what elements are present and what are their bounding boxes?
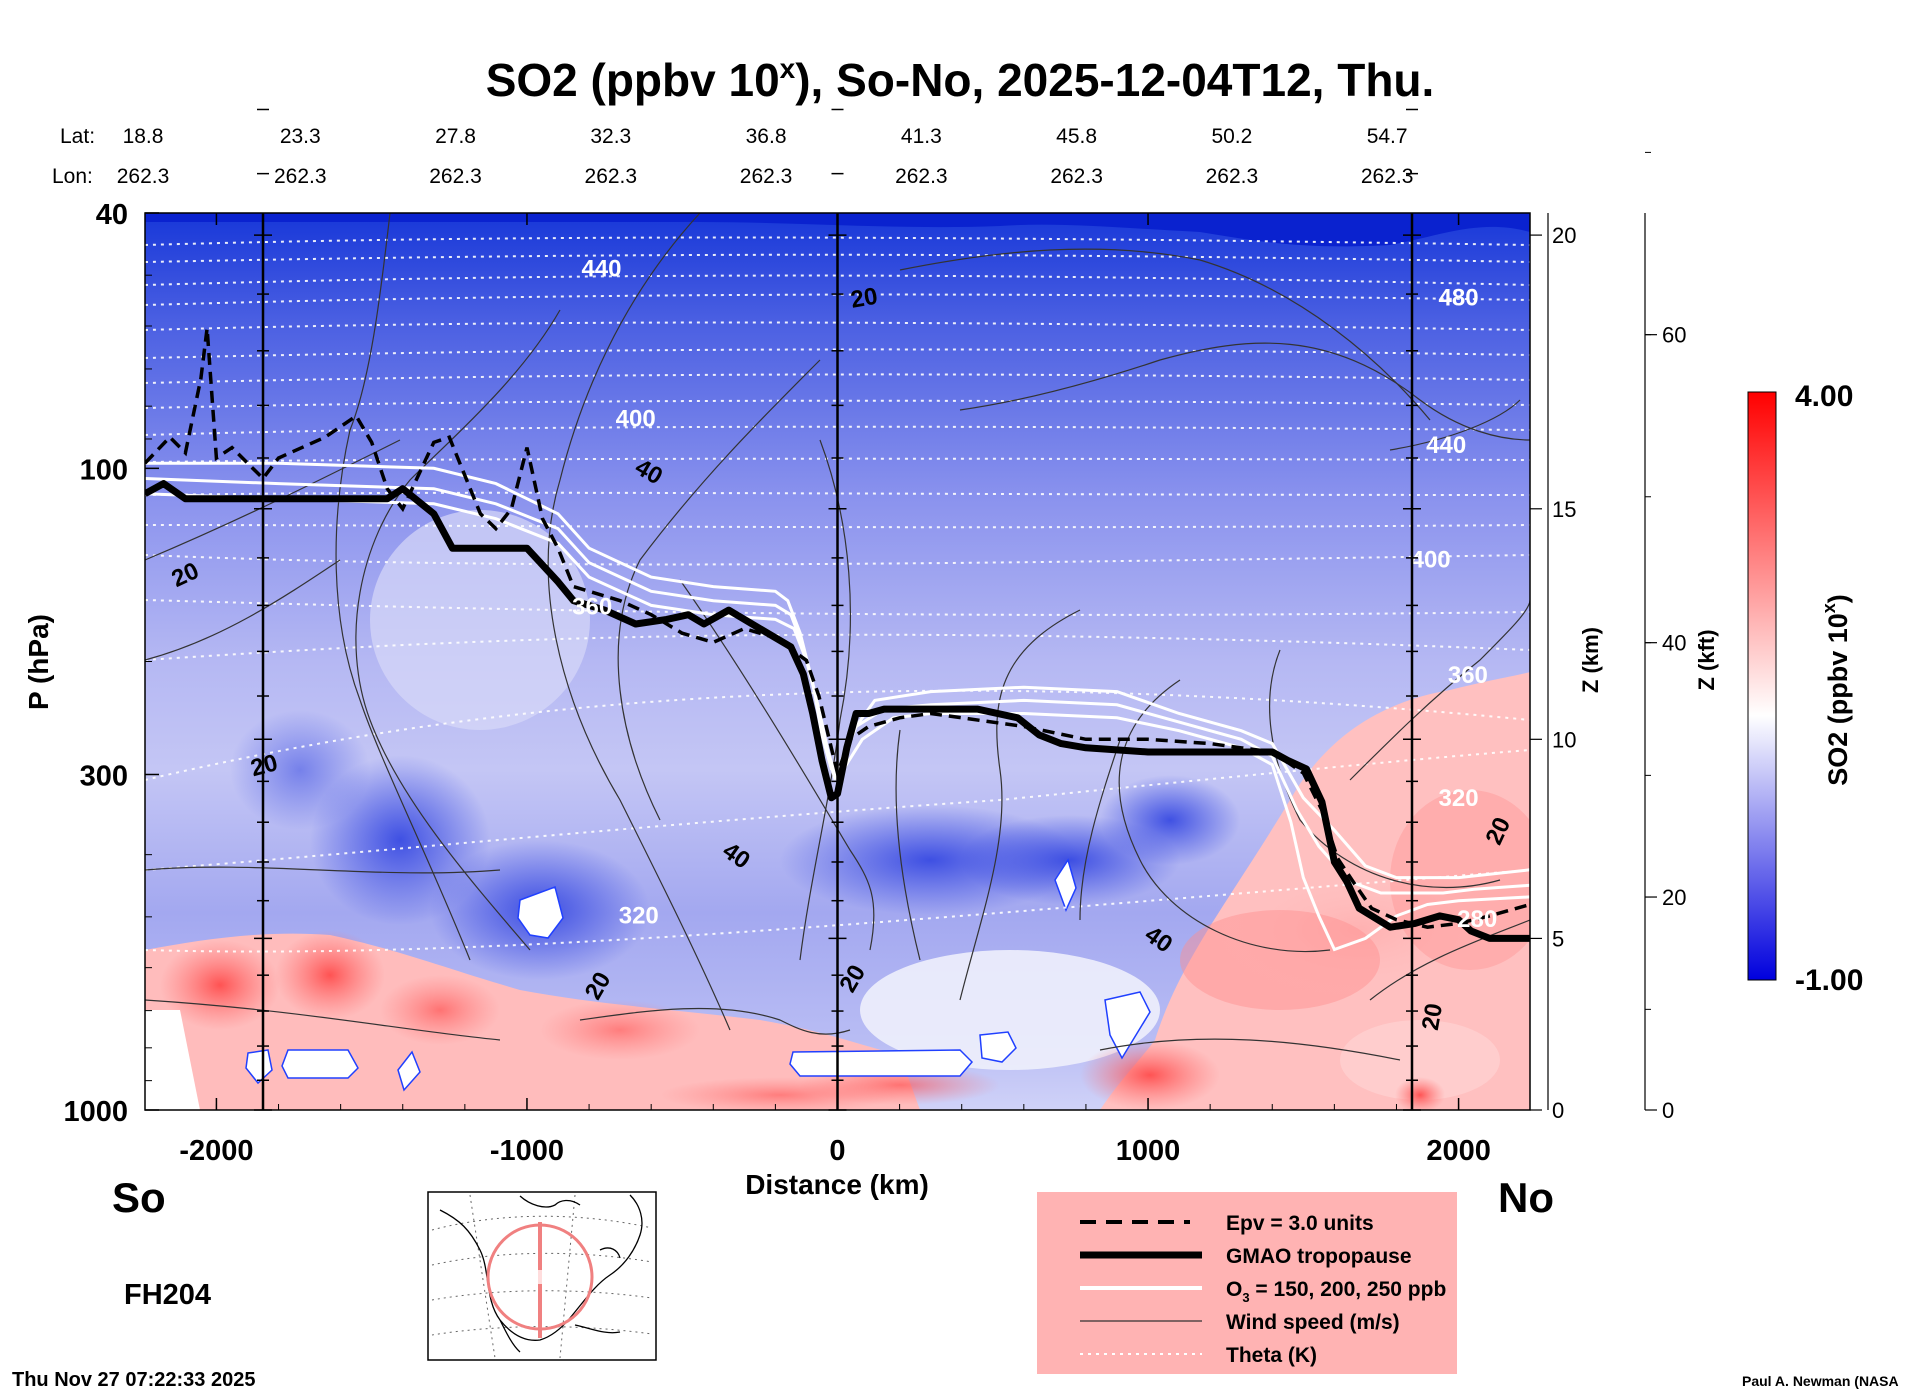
theta-label: 400: [1411, 547, 1451, 574]
theta-label: 520: [1407, 121, 1447, 148]
lat-value: 41.3: [901, 125, 942, 148]
z-kft-tick-label: 40: [1662, 631, 1686, 656]
x-tick-label: 2000: [1426, 1135, 1491, 1167]
z-kft-axis-label: Z (kft): [1694, 629, 1719, 690]
z-kft-tick-label: 0: [1662, 1098, 1674, 1123]
lat-value: 54.7: [1367, 125, 1408, 148]
lat-value: 32.3: [590, 125, 631, 148]
theta-label: 320: [1439, 785, 1479, 812]
timestamp: Thu Nov 27 07:22:33 2025: [12, 1369, 255, 1391]
wind-contours: [145, 213, 1530, 1061]
lat-value: 50.2: [1211, 125, 1252, 148]
z-km-axis: 0 5 10 15 20: [1530, 213, 1576, 1123]
lon-value: 262.3: [1206, 165, 1259, 188]
legend-tropopause-label: GMAO tropopause: [1226, 1245, 1412, 1268]
legend-epv-label: Epv = 3.0 units: [1226, 1212, 1374, 1235]
theta-label: 360: [1448, 662, 1488, 689]
x-tick-label: -2000: [179, 1135, 253, 1167]
legend-theta-label: Theta (K): [1226, 1344, 1317, 1367]
lon-value: 262.3: [740, 165, 793, 188]
theta-label: 320: [619, 902, 659, 929]
z-kft-tick-label: 60: [1662, 323, 1686, 348]
credit: Paul A. Newman (NASA: [1742, 1373, 1899, 1389]
lon-value: 262.3: [585, 165, 638, 188]
x-tick-label: 1000: [1116, 1135, 1181, 1167]
lon-value: 262.3: [895, 165, 948, 188]
theta-label: 440: [581, 256, 621, 283]
lat-value: 45.8: [1056, 125, 1097, 148]
series-lines: [145, 328, 1530, 952]
wind-label: 20: [849, 283, 880, 314]
legend-o3-label: O3 = 150, 200, 250 ppb: [1226, 1278, 1446, 1305]
theta-label: 480: [1439, 285, 1479, 312]
lon-value: 262.3: [117, 165, 170, 188]
colorbar-label: SO2 (ppbv 10x): [1819, 594, 1853, 786]
lat-value: 18.8: [123, 125, 164, 148]
x-axis: -2000 -1000 0 1000 2000: [179, 213, 1491, 1167]
x-axis-label: Distance (km): [745, 1169, 929, 1200]
colorbar-min-label: -1.00: [1795, 964, 1863, 997]
z-km-tick-label: 20: [1552, 223, 1576, 248]
lat-lon-labels: 18.8 262.3 23.3 262.3 27.8 262.3 32.3 262.3 36.8…: [117, 125, 1414, 188]
y-axis: 40 100 300 1000: [63, 199, 159, 1128]
x-tick-label: -1000: [490, 1135, 564, 1167]
south-label: So: [112, 1174, 166, 1221]
y-tick-label: 100: [80, 454, 128, 486]
y-axis-label: P (hPa): [23, 614, 54, 710]
lat-value: 27.8: [435, 125, 476, 148]
legend-wind-label: Wind speed (m/s): [1226, 1311, 1400, 1334]
overlay-lines: 520480440400360320520480440400360320280 …: [145, 121, 1530, 1061]
lon-value: 262.3: [1361, 165, 1414, 188]
epv-3-0-units-line: [145, 328, 1530, 929]
gmao-tropopause-line: [145, 480, 1530, 942]
north-label: No: [1498, 1174, 1554, 1221]
theta-label: 400: [616, 406, 656, 433]
lat-value: 23.3: [280, 125, 321, 148]
colorbar-max-label: 4.00: [1795, 380, 1853, 413]
o3-250-ppb-line: [145, 492, 1530, 952]
y-tick-label: 40: [96, 199, 128, 231]
lon-value: 262.3: [274, 165, 327, 188]
theta-label: 440: [1426, 432, 1466, 459]
lat-row-label: Lat:: [60, 125, 95, 148]
legend: Epv = 3.0 units GMAO tropopause O3 = 150…: [1037, 1192, 1457, 1374]
inset-map: [427, 1191, 657, 1361]
theta-labels: 520480440400360320520480440400360320280: [572, 121, 1497, 934]
z-km-tick-label: 5: [1552, 926, 1564, 951]
wind-label: 20: [1417, 1001, 1448, 1032]
z-km-tick-label: 10: [1552, 727, 1576, 752]
vertical-lines: [254, 108, 1421, 1111]
theta-label: 360: [572, 594, 612, 621]
colorbar: [1747, 391, 1777, 981]
lon-row-label: Lon:: [52, 165, 93, 188]
y-tick-label: 300: [80, 760, 128, 792]
lon-value: 262.3: [1050, 165, 1103, 188]
z-km-tick-label: 15: [1552, 497, 1576, 522]
theta-lines: [145, 236, 1530, 953]
z-km-tick-label: 0: [1552, 1098, 1564, 1123]
lat-value: 36.8: [746, 125, 787, 148]
chart-title: SO2 (ppbv 10x), So-No, 2025-12-04T12, Th…: [486, 53, 1435, 106]
z-km-axis-label: Z (km): [1578, 627, 1603, 693]
theta-label: 280: [1457, 906, 1497, 933]
lon-value: 262.3: [429, 165, 482, 188]
z-kft-tick-label: 20: [1662, 885, 1686, 910]
forecast-hour: FH204: [124, 1279, 211, 1311]
y-tick-label: 1000: [63, 1096, 128, 1128]
x-tick-label: 0: [829, 1135, 845, 1167]
z-kft-axis: 0 20 40 60: [1644, 151, 1686, 1123]
